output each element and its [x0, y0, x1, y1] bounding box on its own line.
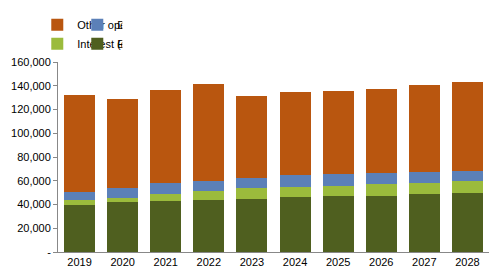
svg-text:2025: 2025 — [326, 256, 350, 268]
svg-text:60,000: 60,000 — [17, 175, 51, 187]
svg-text:Depreciation & amortisation: Depreciation & amortisation — [117, 19, 122, 31]
svg-text:2026: 2026 — [369, 256, 393, 268]
svg-text:2022: 2022 — [197, 256, 221, 268]
svg-text:160,000: 160,000 — [11, 55, 51, 68]
svg-text:40,000: 40,000 — [17, 198, 51, 210]
svg-text:2024: 2024 — [283, 256, 307, 268]
svg-text:80,000: 80,000 — [17, 151, 51, 163]
svg-text:100,000: 100,000 — [11, 127, 51, 139]
svg-text:2027: 2027 — [412, 256, 436, 268]
svg-text:Interest (debt servicing): Interest (debt servicing) — [77, 38, 122, 50]
svg-text:-: - — [47, 246, 51, 258]
svg-text:2019: 2019 — [67, 256, 91, 268]
svg-text:Other operating expenditure: Other operating expenditure — [77, 19, 122, 31]
svg-text:2021: 2021 — [154, 256, 178, 268]
svg-text:140,000: 140,000 — [11, 80, 51, 92]
svg-text:Employee costs: Employee costs — [117, 38, 122, 50]
svg-text:20,000: 20,000 — [17, 222, 51, 234]
svg-text:120,000: 120,000 — [11, 103, 51, 115]
svg-text:2028: 2028 — [455, 256, 479, 268]
svg-text:2023: 2023 — [240, 256, 264, 268]
svg-text:2020: 2020 — [110, 256, 134, 268]
